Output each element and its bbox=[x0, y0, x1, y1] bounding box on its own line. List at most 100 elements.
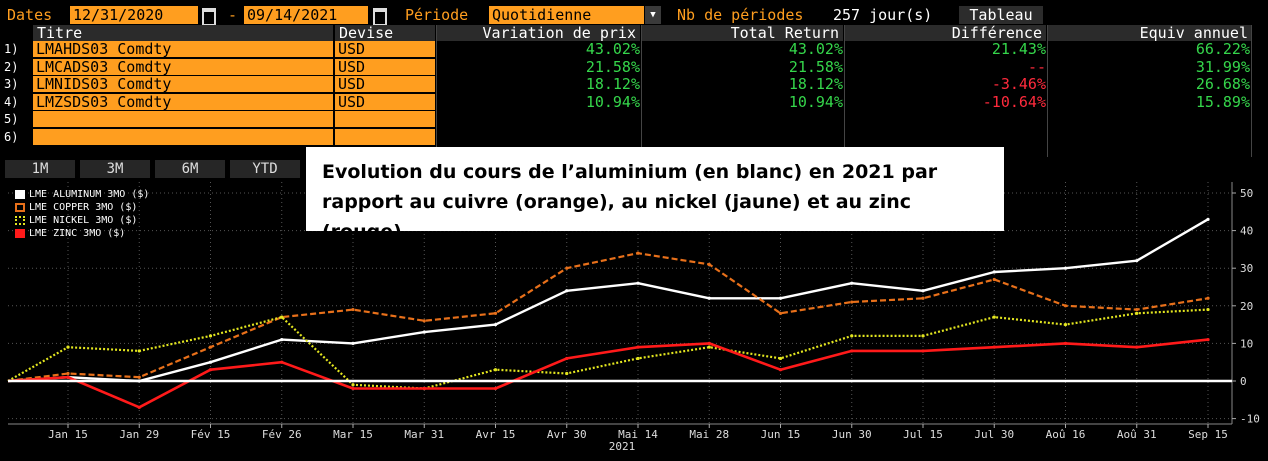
row-index: 3) bbox=[4, 77, 19, 91]
data-point bbox=[351, 383, 355, 387]
currency-field[interactable]: USD bbox=[335, 76, 435, 92]
data-point bbox=[1063, 323, 1068, 327]
legend-swatch bbox=[15, 190, 25, 199]
total-return-value: 18.12% bbox=[788, 75, 843, 93]
nb-periodes-value: 257 jour(s) bbox=[833, 6, 933, 24]
data-point bbox=[707, 341, 711, 345]
ticker-field[interactable] bbox=[33, 111, 333, 127]
variation-value bbox=[437, 111, 640, 128]
legend-label: LME ALUMINUM 3MO ($) bbox=[29, 189, 150, 200]
data-point bbox=[137, 349, 141, 353]
data-point bbox=[351, 341, 355, 345]
period-1m-button[interactable]: 1M bbox=[5, 160, 75, 178]
legend-label: LME COPPER 3MO ($) bbox=[29, 202, 138, 213]
variation-value bbox=[437, 129, 640, 146]
currency-field[interactable]: USD bbox=[335, 93, 435, 110]
data-point bbox=[921, 289, 925, 293]
x-tick-label: Fév 26 bbox=[262, 428, 302, 441]
currency-field[interactable] bbox=[335, 128, 435, 145]
end-date-field[interactable]: 09/14/2021 bbox=[244, 6, 368, 24]
table-row[interactable]: 5) bbox=[0, 111, 1252, 128]
data-point bbox=[422, 319, 426, 323]
y-tick-label: 30 bbox=[1240, 262, 1253, 275]
periode-select[interactable]: Quotidienne bbox=[489, 6, 644, 24]
total-return-value: 10.94% bbox=[788, 92, 843, 111]
header-titre: Titre bbox=[33, 25, 333, 41]
data-point bbox=[66, 345, 70, 349]
data-point bbox=[208, 334, 213, 338]
x-tick-label: Jan 15 bbox=[48, 428, 88, 441]
data-point bbox=[921, 296, 925, 300]
data-point bbox=[992, 270, 996, 274]
total-return-value: 43.02% bbox=[788, 40, 843, 58]
data-point bbox=[280, 360, 284, 364]
nb-periodes-label: Nb de périodes bbox=[677, 6, 804, 24]
date-separator: - bbox=[228, 6, 238, 24]
row-index: 4) bbox=[4, 94, 19, 109]
header-devise: Devise bbox=[335, 25, 435, 41]
period-ytd-button[interactable]: YTD bbox=[230, 160, 300, 178]
chevron-down-icon[interactable]: ▼ bbox=[645, 6, 661, 24]
ticker-field[interactable]: LMNIDS03 Comdty bbox=[33, 76, 333, 92]
data-point bbox=[850, 300, 854, 304]
ticker-field[interactable] bbox=[33, 128, 333, 145]
data-point bbox=[1135, 259, 1139, 263]
data-point bbox=[992, 345, 996, 349]
ticker-field[interactable]: LMZSDS03 Comdty bbox=[33, 93, 333, 110]
data-point bbox=[565, 371, 569, 376]
data-point bbox=[280, 338, 284, 342]
table-row[interactable]: 3) LMNIDS03 Comdty USD 18.12% 18.12% -3.46% 26… bbox=[0, 76, 1252, 93]
x-tick-label: Jun 30 bbox=[832, 428, 872, 441]
difference-value: -3.46% bbox=[991, 75, 1046, 93]
calendar-icon[interactable] bbox=[202, 8, 216, 26]
ticker-field[interactable]: LMAHDS03 Comdty bbox=[33, 41, 333, 57]
row-index: 1) bbox=[4, 42, 19, 56]
data-point bbox=[493, 386, 498, 391]
equiv-annuel-value: 66.22% bbox=[1195, 40, 1250, 58]
chart-legend: LME ALUMINUM 3MO ($) LME COPPER 3MO ($) … bbox=[15, 188, 149, 240]
x-tick-label: Avr 30 bbox=[547, 428, 587, 441]
legend-label: LME NICKEL 3MO ($) bbox=[29, 215, 138, 226]
column-divider bbox=[641, 25, 642, 157]
table-row[interactable]: 1) LMAHDS03 Comdty USD 43.02% 43.02% 21.43% 66… bbox=[0, 41, 1252, 58]
table-row[interactable]: 4) LMZSDS03 Comdty USD 10.94% 10.94% -10.64% 1… bbox=[0, 92, 1252, 111]
equiv-annuel-value: 15.89% bbox=[1195, 92, 1250, 111]
data-point bbox=[208, 345, 213, 349]
data-point bbox=[636, 251, 640, 255]
x-tick-label: Mai 28 bbox=[689, 428, 729, 441]
legend-item-nickel: LME NICKEL 3MO ($) bbox=[15, 214, 149, 227]
currency-field[interactable] bbox=[335, 111, 435, 127]
data-point bbox=[1135, 311, 1139, 315]
ticker-field[interactable]: LMCADS03 Comdty bbox=[33, 58, 333, 75]
data-point bbox=[137, 375, 141, 379]
data-point bbox=[66, 375, 70, 379]
y-tick-label: 40 bbox=[1240, 225, 1253, 238]
table-row[interactable]: 2) LMCADS03 Comdty USD 21.58% 21.58% -- 31.99% bbox=[0, 57, 1252, 76]
x-tick-label: Jun 15 bbox=[761, 428, 801, 441]
data-point bbox=[778, 296, 783, 300]
x-tick-label: Jan 29 bbox=[119, 428, 159, 441]
annotation-box: Evolution du cours de l’aluminium (en bl… bbox=[306, 147, 1004, 243]
legend-swatch bbox=[15, 229, 25, 238]
y-tick-label: 10 bbox=[1240, 337, 1253, 350]
equiv-annuel-value: 31.99% bbox=[1195, 57, 1250, 76]
data-point bbox=[565, 289, 569, 293]
period-3m-button[interactable]: 3M bbox=[80, 160, 150, 178]
tableau-button[interactable]: Tableau bbox=[959, 6, 1043, 24]
currency-field[interactable]: USD bbox=[335, 58, 435, 75]
table-row[interactable]: 6) bbox=[0, 128, 1252, 146]
data-point bbox=[778, 311, 783, 315]
data-point bbox=[707, 296, 711, 300]
difference-value: -10.64% bbox=[982, 92, 1046, 111]
currency-field[interactable]: USD bbox=[335, 41, 435, 57]
data-point bbox=[1135, 345, 1139, 349]
period-6m-button[interactable]: 6M bbox=[155, 160, 225, 178]
periode-label: Période bbox=[405, 6, 469, 24]
data-point bbox=[1206, 296, 1210, 300]
legend-item-zinc: LME ZINC 3MO ($) bbox=[15, 227, 149, 240]
data-point bbox=[636, 281, 640, 285]
x-tick-label: Jul 30 bbox=[974, 428, 1014, 441]
data-point bbox=[707, 262, 711, 267]
start-date-field[interactable]: 12/31/2020 bbox=[70, 6, 198, 24]
data-point bbox=[850, 349, 854, 353]
